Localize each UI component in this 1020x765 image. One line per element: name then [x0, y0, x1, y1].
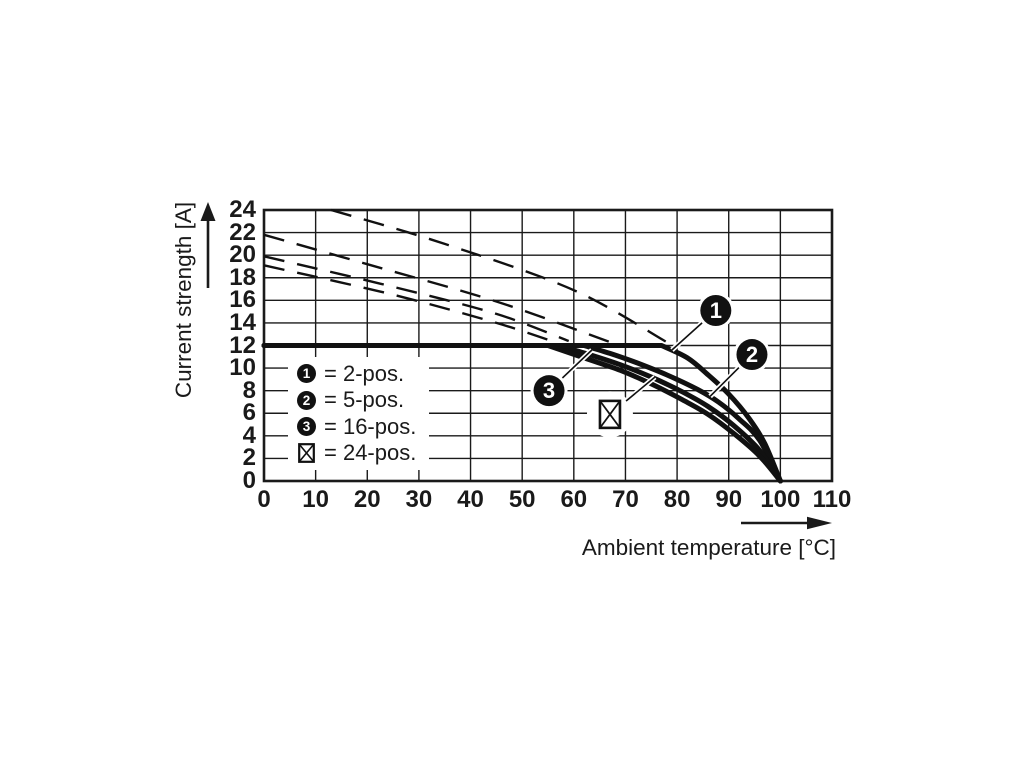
y-tick-10: 10	[229, 354, 256, 382]
curve-2-pos	[261, 343, 783, 484]
curve-marker-3: 3	[530, 348, 594, 410]
curve-2-badge-icon: 2	[297, 390, 316, 410]
svg-text:2: 2	[746, 342, 758, 367]
y-tick-4: 4	[242, 421, 256, 449]
x-tick-100: 100	[760, 486, 801, 513]
curve-marker-1: 1	[670, 291, 735, 352]
grid	[262, 208, 834, 483]
x-tick-0: 0	[257, 486, 271, 513]
x-tick-110: 110	[812, 486, 852, 513]
dashed-curve	[263, 264, 559, 345]
y-tick-0: 0	[242, 467, 256, 494]
legend: 1 = 2-pos. 2 = 5-pos. 3 = 16-pos. = 24-p…	[288, 357, 429, 470]
y-tick-24: 24	[229, 196, 256, 223]
legend-item-5-pos: 2 = 5-pos.	[297, 387, 429, 413]
y-tick-16: 16	[229, 286, 256, 314]
x-tick-80: 80	[663, 486, 691, 513]
y-tick-18: 18	[229, 263, 256, 291]
box-x-icon	[297, 443, 316, 463]
x-tick-30: 30	[405, 486, 433, 513]
x-tick-20: 20	[353, 486, 381, 513]
x-axis-title: Ambient temperature [°C]	[581, 535, 836, 560]
curve-5-pos	[261, 343, 783, 484]
x-tick-60: 60	[560, 486, 588, 513]
x-tick-50: 50	[508, 486, 536, 513]
dashed-curve	[330, 208, 668, 344]
legend-item-24-pos: = 24-pos.	[297, 440, 429, 466]
y-tick-22: 22	[229, 218, 256, 246]
y-axis-arrow-icon	[200, 202, 216, 288]
legend-label-16-pos: = 16-pos.	[324, 413, 417, 439]
curve-marker-24-pos	[586, 375, 657, 438]
svg-text:1: 1	[710, 298, 722, 323]
legend-item-2-pos: 1 = 2-pos.	[297, 361, 429, 386]
curve-1-badge-icon: 1	[297, 364, 316, 384]
legend-label-24-pos: = 24-pos.	[324, 440, 417, 466]
curve-3-badge-icon: 3	[297, 417, 316, 437]
x-tick-90: 90	[715, 486, 743, 513]
y-tick-12: 12	[229, 331, 256, 359]
svg-text:3: 3	[543, 378, 555, 403]
x-axis-arrow-icon	[741, 516, 832, 530]
legend-item-16-pos: 3 = 16-pos.	[297, 414, 429, 439]
y-tick-14: 14	[229, 308, 256, 336]
x-tick-10: 10	[302, 486, 329, 513]
legend-label-5-pos: = 5-pos.	[324, 387, 405, 413]
dashed-curve	[263, 233, 611, 344]
y-tick-8: 8	[242, 376, 256, 404]
curve-marker-2: 2	[708, 336, 771, 399]
x-tick-70: 70	[612, 486, 639, 513]
x-tick-40: 40	[457, 486, 484, 513]
y-tick-2: 2	[242, 444, 256, 472]
y-tick-20: 20	[229, 241, 256, 269]
y-tick-6: 6	[242, 399, 256, 427]
legend-label-2-pos: = 2-pos.	[324, 360, 405, 386]
dashed-curve	[263, 255, 570, 343]
y-axis-title: Current strength [A]	[171, 201, 196, 399]
